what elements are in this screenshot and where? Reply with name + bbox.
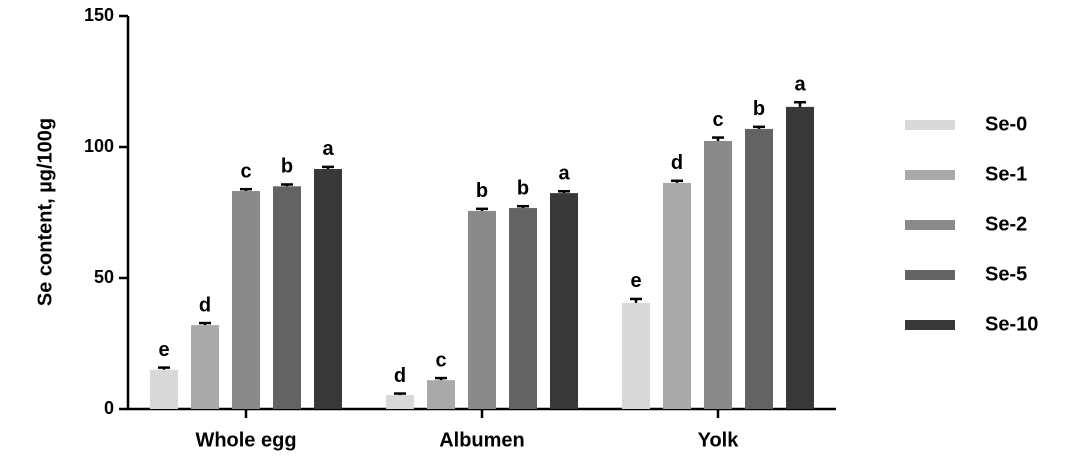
significance-letter: c bbox=[240, 160, 251, 182]
legend-swatch bbox=[905, 220, 955, 230]
legend-label: Se-0 bbox=[985, 113, 1027, 135]
significance-letter: c bbox=[712, 109, 723, 131]
bar bbox=[786, 106, 814, 409]
legend-label: Se-1 bbox=[985, 163, 1027, 185]
bar bbox=[550, 193, 578, 409]
legend-swatch bbox=[905, 320, 955, 330]
significance-letter: a bbox=[322, 138, 334, 160]
significance-letter: b bbox=[753, 98, 765, 120]
bar bbox=[191, 325, 219, 409]
significance-letter: c bbox=[435, 349, 446, 371]
x-tick-label: Albumen bbox=[439, 429, 525, 451]
significance-letter: a bbox=[794, 73, 806, 95]
bar bbox=[273, 186, 301, 409]
significance-letter: b bbox=[476, 180, 488, 202]
y-tick-label: 0 bbox=[104, 398, 114, 418]
bar bbox=[704, 140, 732, 409]
legend-swatch bbox=[905, 270, 955, 280]
y-tick-label: 150 bbox=[84, 5, 114, 25]
x-tick-label: Yolk bbox=[698, 429, 740, 451]
x-tick-label: Whole egg bbox=[195, 429, 296, 451]
y-tick-label: 50 bbox=[94, 267, 114, 287]
bar bbox=[663, 182, 691, 409]
bar bbox=[622, 302, 650, 409]
significance-letter: d bbox=[394, 365, 406, 387]
bar bbox=[150, 369, 178, 409]
significance-letter: d bbox=[671, 152, 683, 174]
legend-swatch bbox=[905, 170, 955, 180]
legend-label: Se-5 bbox=[985, 263, 1027, 285]
significance-letter: b bbox=[517, 177, 529, 199]
bar bbox=[232, 191, 260, 409]
bar bbox=[386, 395, 414, 409]
bar bbox=[468, 210, 496, 409]
bar bbox=[427, 380, 455, 409]
legend-label: Se-10 bbox=[985, 313, 1038, 335]
significance-letter: e bbox=[158, 339, 169, 361]
bar bbox=[509, 208, 537, 409]
bar bbox=[745, 128, 773, 409]
significance-letter: d bbox=[199, 294, 211, 316]
y-axis-label: Se content, µg/100g bbox=[34, 118, 56, 306]
y-tick-label: 100 bbox=[84, 136, 114, 156]
significance-letter: b bbox=[281, 156, 293, 178]
significance-letter: e bbox=[630, 270, 641, 292]
bar bbox=[314, 169, 342, 409]
significance-letter: a bbox=[558, 163, 570, 185]
legend-swatch bbox=[905, 120, 955, 130]
legend-label: Se-2 bbox=[985, 213, 1027, 235]
